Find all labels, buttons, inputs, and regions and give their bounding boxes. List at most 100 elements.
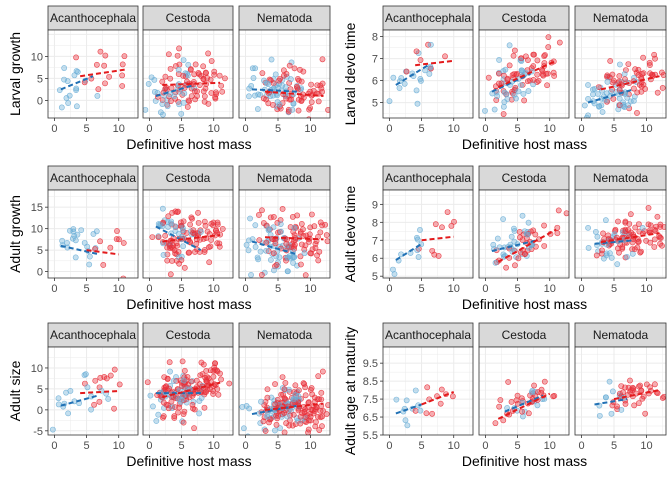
- fit-line-red: [600, 75, 660, 91]
- point-blue: [258, 125, 263, 130]
- point-red: [505, 379, 512, 385]
- point-blue: [426, 71, 433, 77]
- point-red: [187, 221, 194, 228]
- point-blue: [585, 96, 591, 102]
- point-blue: [65, 100, 72, 106]
- point-blue: [252, 222, 259, 229]
- point-red: [312, 423, 319, 430]
- point-red: [215, 391, 222, 398]
- point-red: [102, 52, 109, 59]
- x-tick-label: 5: [611, 283, 617, 295]
- y-tick-label: 10: [31, 363, 43, 375]
- point-blue: [511, 225, 517, 232]
- data-points: [246, 56, 330, 130]
- point-blue: [391, 271, 398, 277]
- point-red: [317, 229, 324, 236]
- fit-lines: [395, 235, 454, 261]
- point-blue: [63, 95, 70, 101]
- point-red: [273, 421, 280, 428]
- y-tick-label: 10: [31, 51, 43, 63]
- facet-strip: [238, 165, 331, 191]
- point-red: [208, 237, 214, 243]
- data-points: [56, 48, 128, 111]
- point-blue: [282, 84, 289, 91]
- point-red: [283, 257, 289, 264]
- point-blue: [198, 395, 205, 402]
- point-blue: [631, 93, 638, 100]
- facet-panel-cestoda: Cestoda 0 5 10: [478, 322, 570, 452]
- point-blue: [67, 388, 74, 394]
- point-blue: [491, 106, 498, 113]
- point-blue: [288, 76, 294, 83]
- point-red: [503, 264, 509, 271]
- point-red: [651, 51, 658, 58]
- point-blue: [500, 216, 506, 223]
- point-blue: [502, 66, 509, 73]
- y-axis-label: Larval devo time: [342, 22, 358, 125]
- point-red: [289, 214, 296, 220]
- point-red: [296, 77, 302, 84]
- point-red: [323, 232, 330, 238]
- facet-strip: [142, 322, 234, 348]
- point-red: [629, 387, 636, 394]
- facet-strip: [142, 165, 234, 191]
- point-red: [305, 426, 312, 433]
- point-red: [504, 75, 511, 82]
- x-tick-label: 0: [386, 440, 392, 452]
- point-red: [625, 61, 632, 67]
- point-red: [116, 236, 122, 243]
- point-red: [298, 261, 304, 268]
- point-red: [614, 403, 620, 410]
- point-blue: [512, 86, 519, 93]
- point-red: [202, 85, 209, 92]
- point-red: [179, 358, 186, 365]
- facet-strip: [47, 5, 139, 31]
- panel-border: [574, 29, 667, 119]
- point-red: [201, 404, 208, 411]
- point-blue: [94, 93, 101, 99]
- facet-strip-label: Nematoda: [593, 11, 649, 25]
- point-red: [495, 70, 502, 77]
- point-blue: [268, 56, 275, 63]
- point-red: [191, 425, 197, 432]
- point-red: [297, 66, 303, 73]
- point-red: [102, 80, 108, 87]
- x-axis-label: Definitive host mass: [462, 136, 587, 152]
- point-blue: [290, 254, 297, 261]
- point-red: [318, 85, 325, 92]
- point-blue: [599, 109, 606, 115]
- point-red: [660, 72, 666, 78]
- panel-border: [47, 346, 139, 436]
- plot-background: [479, 347, 569, 435]
- point-blue: [386, 98, 393, 105]
- point-blue: [603, 90, 610, 97]
- point-red: [149, 234, 156, 240]
- point-red: [203, 368, 210, 374]
- facet-strip-label: Nematoda: [257, 171, 313, 185]
- point-blue: [159, 101, 166, 107]
- point-red: [309, 391, 316, 398]
- point-blue: [73, 85, 80, 92]
- point-red: [515, 255, 522, 262]
- point-red: [448, 222, 455, 229]
- point-red: [218, 376, 224, 383]
- fit-line-red: [421, 235, 454, 242]
- gridlines: [383, 347, 473, 435]
- point-blue: [594, 233, 601, 240]
- y-tick-label: 5: [37, 245, 43, 257]
- point-blue: [65, 410, 72, 417]
- y-tick-label: 5: [372, 98, 378, 110]
- gridlines: [383, 190, 473, 278]
- point-blue: [520, 90, 527, 97]
- y-tick-label: 6: [372, 253, 378, 265]
- point-blue: [518, 67, 525, 74]
- point-blue: [595, 91, 601, 97]
- point-red: [319, 80, 326, 87]
- point-blue: [160, 252, 167, 258]
- point-red: [296, 387, 302, 394]
- point-blue: [607, 250, 613, 257]
- fit-lines: [60, 244, 119, 256]
- point-red: [111, 366, 118, 373]
- point-blue: [86, 253, 93, 260]
- gridlines: [48, 30, 138, 118]
